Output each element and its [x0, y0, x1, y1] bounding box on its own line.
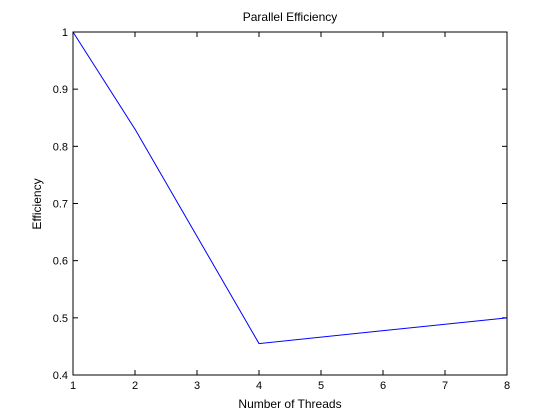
y-tick-label: 0.4: [53, 370, 68, 382]
x-tick-label: 7: [442, 380, 448, 392]
x-tick-label: 5: [318, 380, 324, 392]
series-line: [72, 31, 508, 345]
x-tick-label: 1: [70, 380, 76, 392]
x-tick-label: 8: [504, 380, 510, 392]
y-tick-label: 0.9: [53, 84, 68, 96]
x-tick-label: 3: [194, 380, 200, 392]
plot-area: [73, 32, 507, 375]
tick-labels: 1 2 3 4 5 6 7 8 0.4 0.5 0.6 0.7 0.8 0.9 1: [53, 27, 510, 392]
chart-title: Parallel Efficiency: [243, 10, 338, 24]
y-tick-label: 0.8: [53, 141, 68, 153]
y-tick-label: 0.5: [53, 313, 68, 325]
x-tick-label: 4: [256, 380, 262, 392]
y-tick-label: 1: [62, 27, 68, 39]
axes-box: [72, 31, 508, 376]
y-axis-label: Efficiency: [30, 178, 44, 229]
x-tick-label: 6: [380, 380, 386, 392]
x-axis-label: Number of Threads: [238, 397, 341, 411]
y-tick-label: 0.7: [53, 199, 68, 211]
x-tick-label: 2: [132, 380, 138, 392]
y-tick-label: 0.6: [53, 256, 68, 268]
